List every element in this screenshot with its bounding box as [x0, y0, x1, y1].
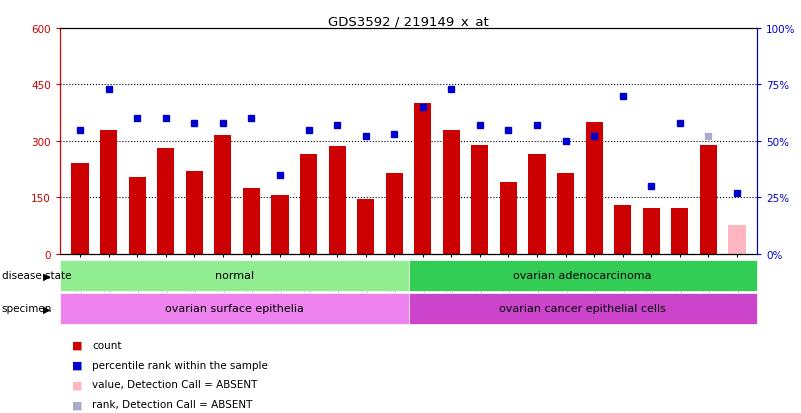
Bar	[272, 196, 288, 254]
Text: ■: ■	[72, 340, 83, 350]
Bar	[328, 147, 346, 254]
Bar	[243, 188, 260, 254]
Text: percentile rank within the sample: percentile rank within the sample	[92, 360, 268, 370]
Bar	[500, 183, 517, 254]
Bar	[357, 199, 374, 254]
Bar	[409, 293, 757, 324]
Bar	[642, 209, 660, 254]
Text: normal: normal	[215, 271, 254, 281]
Bar	[671, 209, 688, 254]
Title: GDS3592 / 219149_x_at: GDS3592 / 219149_x_at	[328, 15, 489, 28]
Bar	[700, 145, 717, 254]
Bar	[529, 154, 545, 254]
Text: ▶: ▶	[43, 271, 50, 281]
Bar	[300, 154, 317, 254]
Bar	[614, 205, 631, 254]
Bar	[586, 123, 602, 254]
Bar	[471, 145, 489, 254]
Bar	[409, 260, 757, 291]
Text: specimen: specimen	[2, 304, 52, 314]
Bar	[129, 177, 146, 254]
Bar	[186, 171, 203, 254]
Bar	[385, 173, 403, 254]
Text: ovarian cancer epithelial cells: ovarian cancer epithelial cells	[499, 304, 666, 314]
Text: count: count	[92, 340, 122, 350]
Bar	[71, 164, 89, 254]
Text: ■: ■	[72, 380, 83, 389]
Bar	[60, 293, 409, 324]
Text: ovarian adenocarcinoma: ovarian adenocarcinoma	[513, 271, 652, 281]
Text: ovarian surface epithelia: ovarian surface epithelia	[165, 304, 304, 314]
Text: disease state: disease state	[2, 271, 71, 281]
Bar	[728, 226, 746, 254]
Text: ■: ■	[72, 399, 83, 409]
Bar	[100, 130, 117, 254]
Bar	[414, 104, 432, 254]
Text: value, Detection Call = ABSENT: value, Detection Call = ABSENT	[92, 380, 257, 389]
Bar	[60, 260, 409, 291]
Text: rank, Detection Call = ABSENT: rank, Detection Call = ABSENT	[92, 399, 252, 409]
Text: ■: ■	[72, 360, 83, 370]
Bar	[443, 130, 460, 254]
Text: ▶: ▶	[43, 304, 50, 314]
Bar	[557, 173, 574, 254]
Bar	[157, 149, 175, 254]
Bar	[215, 136, 231, 254]
